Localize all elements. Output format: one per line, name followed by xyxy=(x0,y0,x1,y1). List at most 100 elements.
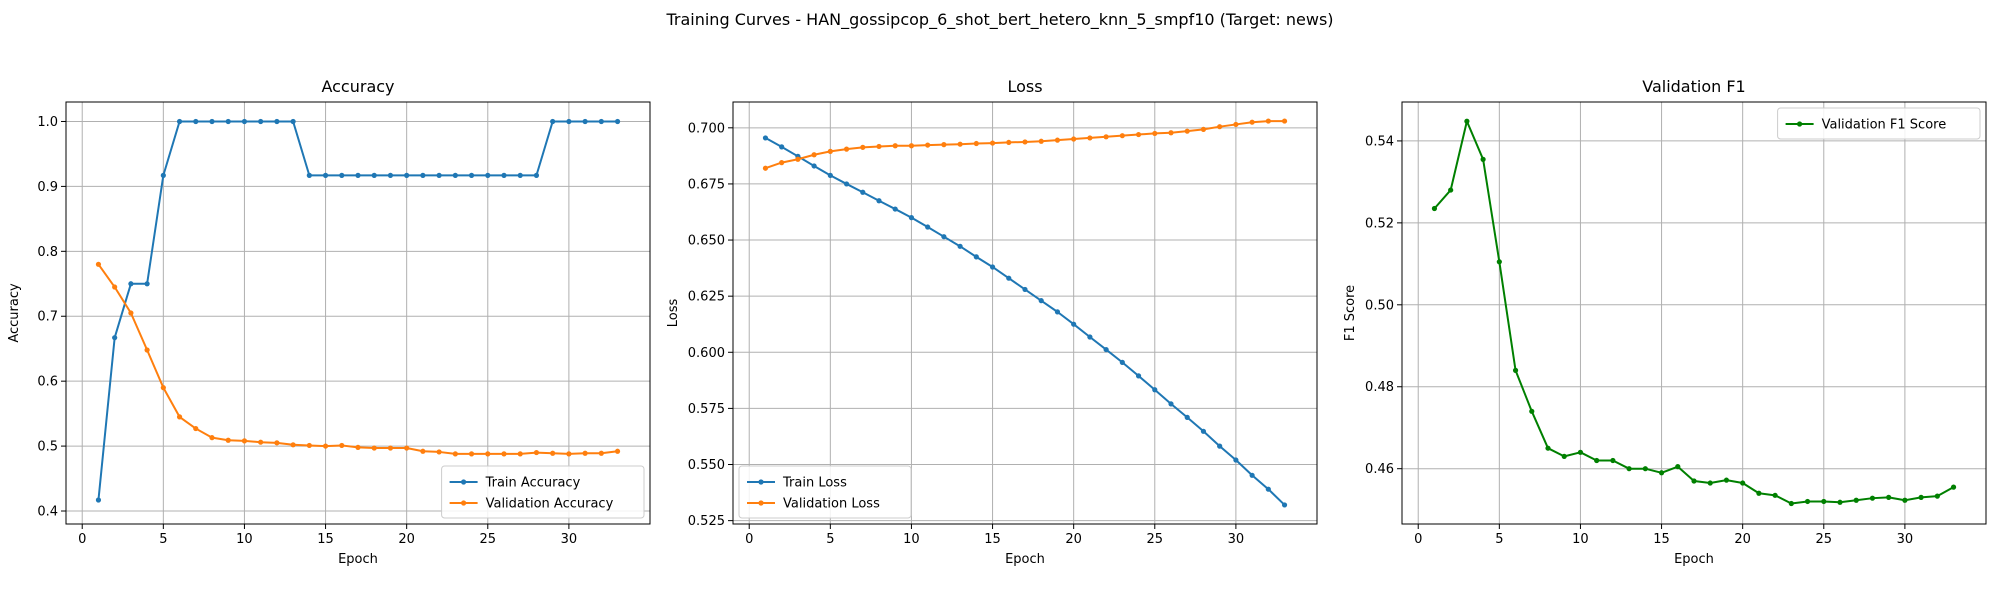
series-validation-accuracy xyxy=(95,261,621,457)
data-point xyxy=(1022,139,1028,145)
data-point xyxy=(1152,387,1158,393)
data-point xyxy=(779,144,785,150)
legend: Train Loss Validation Loss xyxy=(738,465,912,519)
chart-panel-validation-f1: 0 5 10 15 20 25 30 0.46 0.48 0.50 0.52 0.54 Validati… xyxy=(1343,77,1987,567)
data-point xyxy=(209,118,215,125)
data-point xyxy=(1480,156,1486,162)
y-tick-label: 0.700 xyxy=(688,121,725,136)
data-point xyxy=(485,172,491,178)
data-point xyxy=(112,284,118,290)
y-tick-label: 0.4 xyxy=(37,505,58,520)
x-tick-label: 15 xyxy=(317,532,334,547)
data-point xyxy=(1168,130,1174,136)
y-tick-label: 0.5 xyxy=(37,440,58,455)
data-point xyxy=(517,451,523,457)
legend-label: Validation Accuracy xyxy=(486,497,614,512)
legend-label: Train Accuracy xyxy=(485,476,581,491)
data-point xyxy=(274,118,280,125)
y-tick-label: 0.6 xyxy=(37,375,58,390)
x-tick-label: 20 xyxy=(1065,532,1082,547)
data-point xyxy=(795,156,801,162)
data-point xyxy=(1934,493,1940,499)
data-point xyxy=(827,148,833,154)
data-point xyxy=(290,118,296,125)
y-tick-label: 0.54 xyxy=(1365,134,1394,149)
y-tick-label: 0.48 xyxy=(1365,380,1394,395)
y-tick-label: 0.600 xyxy=(688,346,725,361)
x-tick-label: 25 xyxy=(1816,532,1833,547)
data-point xyxy=(908,143,915,149)
data-point xyxy=(892,143,898,149)
data-point xyxy=(1217,124,1223,130)
y-tick-label: 0.9 xyxy=(37,180,58,195)
data-point xyxy=(290,442,296,448)
legend-label: Train Loss xyxy=(782,476,847,491)
data-point xyxy=(1265,486,1271,492)
data-point xyxy=(176,414,183,420)
data-point xyxy=(193,425,199,432)
data-point xyxy=(144,281,150,287)
data-point xyxy=(941,234,947,240)
y-tick-label: 0.50 xyxy=(1365,298,1394,313)
data-point xyxy=(762,135,769,141)
y-tick-label: 0.675 xyxy=(688,177,725,192)
data-point xyxy=(1496,259,1502,265)
data-point xyxy=(1265,118,1271,124)
data-point xyxy=(1448,187,1454,193)
data-point xyxy=(1577,449,1584,455)
data-point xyxy=(1054,309,1061,315)
data-point xyxy=(1168,401,1174,407)
data-point xyxy=(1610,457,1616,464)
data-point xyxy=(1249,119,1255,125)
data-point xyxy=(1512,367,1519,373)
data-point xyxy=(1152,130,1158,137)
data-point xyxy=(989,264,996,270)
axes-frame xyxy=(732,101,1318,525)
data-point xyxy=(1886,494,1892,500)
series-line xyxy=(764,137,1286,506)
data-point xyxy=(1135,131,1142,138)
data-point xyxy=(1006,139,1012,146)
data-point xyxy=(582,118,588,125)
data-point xyxy=(258,118,264,125)
data-point xyxy=(1135,373,1142,379)
data-point xyxy=(193,118,199,125)
data-point xyxy=(144,347,150,353)
data-point xyxy=(1022,286,1028,293)
series-line xyxy=(97,263,618,455)
legend: Train Accuracy Validation Accuracy xyxy=(441,465,645,519)
data-point xyxy=(274,440,280,446)
data-point xyxy=(1184,414,1190,420)
data-point xyxy=(779,160,785,166)
legend: Validation F1 Score xyxy=(1777,107,1981,140)
data-point xyxy=(827,172,833,179)
data-point xyxy=(1918,494,1924,500)
data-point xyxy=(339,172,345,178)
data-point xyxy=(892,206,898,212)
x-tick-label: 0 xyxy=(1414,532,1422,547)
data-point xyxy=(582,450,588,456)
data-point xyxy=(566,451,572,457)
data-point xyxy=(1804,498,1811,505)
legend-marker xyxy=(461,500,467,506)
data-point xyxy=(468,451,475,457)
y-tick-label: 0.625 xyxy=(688,290,725,305)
data-point xyxy=(452,451,458,457)
x-tick-label: 30 xyxy=(561,532,578,547)
series-validation-loss xyxy=(762,118,1288,171)
x-axis-label: Epoch xyxy=(1005,552,1045,567)
data-point xyxy=(176,118,183,125)
data-point xyxy=(1772,492,1778,498)
x-tick-label: 25 xyxy=(480,532,497,547)
legend-marker xyxy=(1797,121,1803,127)
data-point xyxy=(1038,298,1044,304)
data-point xyxy=(533,172,540,178)
data-point xyxy=(550,118,556,125)
chart-title: Validation F1 xyxy=(1642,77,1745,96)
y-tick-label: 0.525 xyxy=(688,514,725,529)
data-point xyxy=(1281,118,1288,124)
data-point xyxy=(1054,137,1061,143)
chart-title: Accuracy xyxy=(321,77,394,96)
data-point xyxy=(1071,321,1077,327)
